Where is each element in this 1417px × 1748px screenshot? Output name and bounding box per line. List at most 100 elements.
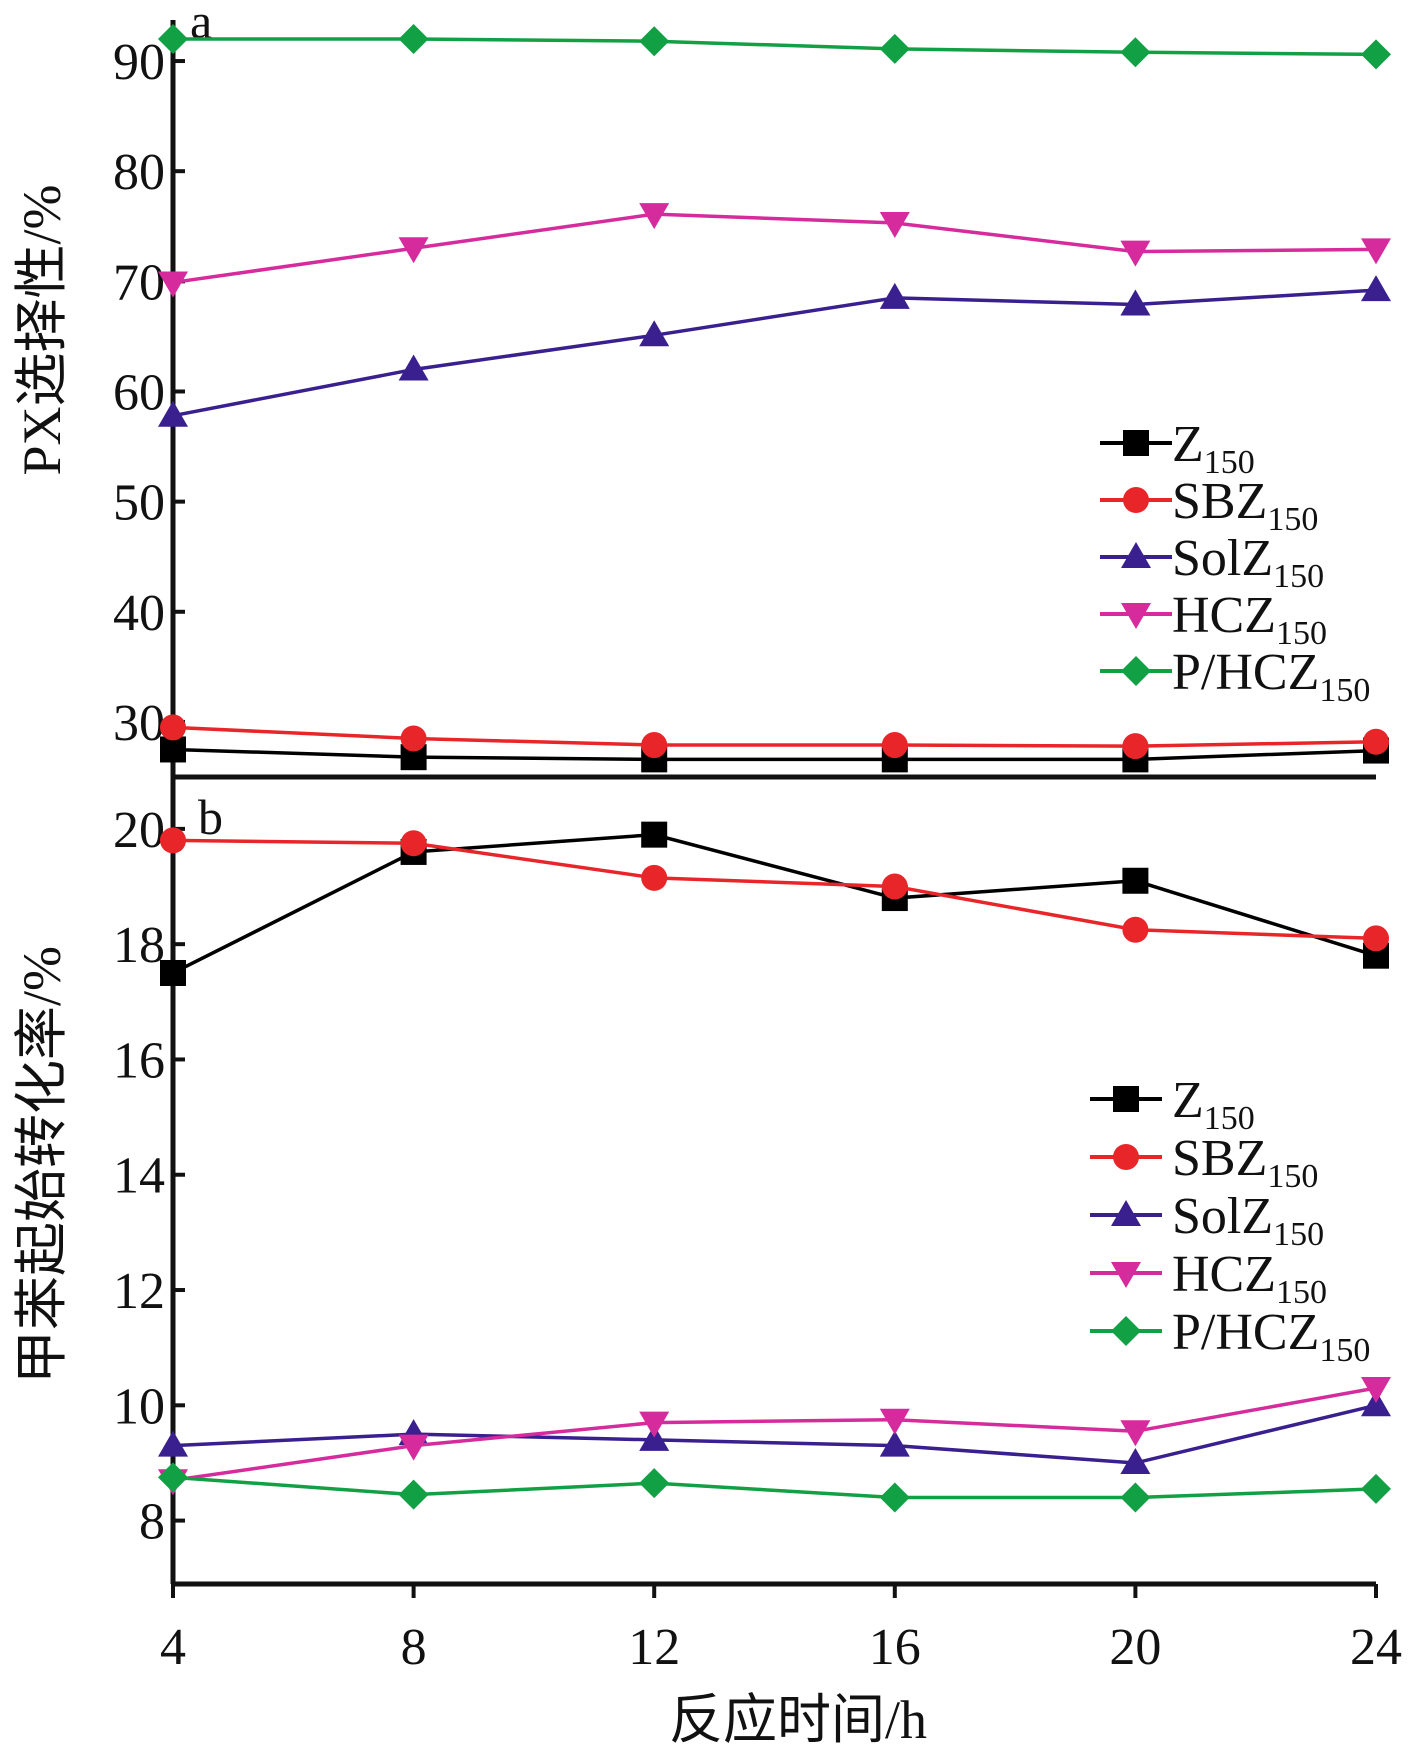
legend-marker [1121,656,1151,686]
data-point [158,271,188,298]
legend-marker [1113,1144,1139,1170]
data-point [398,237,429,264]
legend-label: HCZ150 [1172,587,1327,652]
y-tick-label: 70 [113,254,165,311]
series-line [172,1403,1377,1465]
data-point [879,33,910,64]
data-point [1122,867,1149,894]
data-point [639,1468,670,1499]
panel-a-letter: a [190,0,212,49]
legend-label: Z150 [1172,416,1255,481]
series-line [172,747,1377,762]
data-point [1120,1482,1151,1513]
x-tick-label: 24 [1350,1619,1402,1676]
data-point [639,320,670,347]
legend-label: SBZ150 [1172,473,1318,538]
x-tick-label: 12 [628,1619,680,1676]
legend-item: SolZ150 [1100,530,1324,595]
panel-a-axes [170,20,1376,780]
series-line [172,1386,1377,1482]
series-hcz-150 [158,203,1391,298]
data-point [398,1479,429,1510]
y-tick-label: 60 [113,364,165,421]
y-tick-label: 50 [113,475,165,532]
data-point [1120,1447,1151,1474]
series-sbz-150 [160,827,1389,952]
data-point [639,203,670,230]
series-line [172,838,1377,941]
data-point [879,1430,910,1457]
data-point [1361,238,1391,265]
panel-b-letter: b [198,789,223,845]
legend-item: SolZ150 [1090,1188,1324,1253]
data-point [158,1430,188,1457]
series-z-150 [160,821,1389,986]
series-hcz-150 [158,1377,1391,1496]
data-point [879,211,910,238]
y-tick-label: 14 [113,1148,165,1205]
legend-item: HCZ150 [1100,587,1327,652]
legend-item: Z150 [1100,416,1255,481]
series-solz-150 [158,275,1391,427]
series-line [172,288,1377,418]
data-point [400,725,427,752]
data-point [881,732,908,759]
legend-label: SolZ150 [1172,1188,1324,1253]
data-point [639,1411,670,1438]
x-tick-label: 16 [869,1619,921,1676]
series-line [172,725,1377,748]
legend-marker [1113,1086,1139,1112]
data-point [879,1408,910,1435]
y-tick-label: 10 [113,1378,165,1435]
data-point [641,732,668,759]
data-point [398,1434,429,1461]
legend-item: HCZ150 [1090,1246,1327,1311]
series-line [172,832,1377,975]
panel-a-series [158,24,1391,773]
panel-a-y-axis-title: PX选择性/% [12,184,72,475]
series-z-150 [160,736,1389,773]
series-line [172,212,1377,285]
data-point [639,1424,670,1451]
x-tick-label: 4 [160,1619,186,1676]
legend-label: P/HCZ150 [1172,1304,1370,1369]
panel-a-y-ticks: 30 40 50 60 70 80 90 [113,34,185,752]
data-point [1120,289,1151,316]
legend-marker [1123,430,1149,456]
data-point [398,24,429,55]
y-tick-label: 80 [113,144,165,201]
y-tick-label: 30 [113,695,165,752]
legend-item: P/HCZ150 [1100,644,1370,709]
y-tick-label: 8 [139,1494,165,1551]
legend-marker [1121,603,1151,629]
data-point [641,864,668,891]
data-point [1363,728,1389,755]
panel-a-px-selectivity: a PX选择性/% 30 40 50 60 70 80 90 Z150SBZ150SolZ1… [12,0,1391,780]
y-tick-label: 20 [113,802,165,859]
data-point [639,26,670,57]
data-point [160,959,186,986]
data-point [1120,240,1151,267]
data-point [879,1482,910,1513]
data-point [158,24,188,55]
data-point [398,354,429,381]
data-point [158,400,188,427]
legend-label: HCZ150 [1172,1246,1327,1311]
y-tick-label: 16 [113,1032,165,1089]
y-tick-label: 40 [113,585,165,642]
data-point [1363,925,1389,952]
x-tick-label: 20 [1109,1619,1161,1676]
data-point [1122,916,1149,943]
series-solz-150 [158,1390,1391,1474]
legend-label: Z150 [1172,1072,1255,1137]
data-point [641,821,668,848]
data-point [1120,37,1151,68]
legend-item: SBZ150 [1100,473,1318,538]
data-point [160,736,186,763]
series-phcz-150 [158,1462,1391,1513]
data-point [160,827,186,854]
series-sbz-150 [160,714,1389,760]
data-point [1361,39,1391,70]
